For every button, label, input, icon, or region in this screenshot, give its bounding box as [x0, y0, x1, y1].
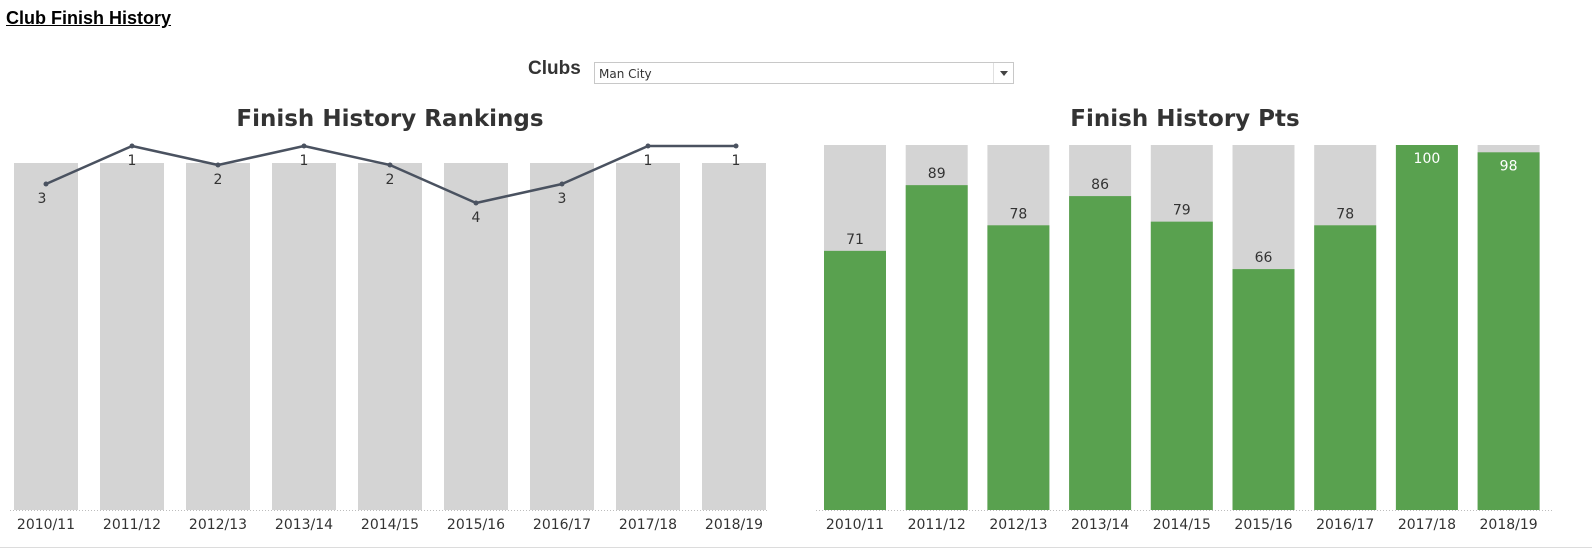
points-bar[interactable]: [905, 185, 968, 510]
rank-background-bar: [100, 163, 164, 510]
page-title: Club Finish History: [6, 8, 172, 28]
rank-background-bar: [358, 163, 422, 510]
rank-point[interactable]: [733, 143, 739, 149]
rank-data-label: 2: [214, 172, 223, 188]
rank-point[interactable]: [645, 143, 651, 149]
rank-background-bar: [186, 163, 250, 510]
clubs-filter-label: Clubs: [528, 58, 581, 79]
rank-data-label: 1: [644, 153, 653, 169]
points-data-label: 89: [928, 166, 946, 182]
rank-data-label: 1: [732, 153, 741, 169]
rank-point[interactable]: [43, 181, 49, 187]
rank-data-label: 4: [472, 210, 481, 226]
rank-background-bar: [444, 163, 508, 510]
rank-point[interactable]: [387, 162, 393, 168]
rank-background-bar: [702, 163, 766, 510]
points-bar[interactable]: [1232, 269, 1295, 510]
points-x-tick-label: 2016/17: [1316, 517, 1374, 533]
rank-x-tick-label: 2015/16: [447, 517, 505, 533]
rank-background-bar: [616, 163, 680, 510]
bottom-divider: [0, 547, 1592, 548]
points-data-label: 66: [1255, 250, 1273, 266]
points-data-label: 98: [1500, 158, 1518, 174]
rank-background-bar: [530, 163, 594, 510]
rank-point[interactable]: [301, 143, 307, 149]
rank-x-tick-label: 2018/19: [705, 517, 763, 533]
rank-data-label: 3: [558, 191, 567, 207]
points-bar[interactable]: [1477, 152, 1540, 511]
points-data-label: 79: [1173, 203, 1191, 219]
rank-background-bar: [272, 163, 336, 510]
points-bar[interactable]: [1395, 145, 1458, 510]
points-bar[interactable]: [1069, 196, 1132, 510]
points-bar[interactable]: [824, 250, 886, 510]
points-data-label: 71: [846, 232, 864, 248]
points-x-tick-label: 2015/16: [1234, 517, 1292, 533]
rank-data-label: 3: [38, 191, 47, 207]
points-bar[interactable]: [987, 225, 1050, 511]
rank-x-tick-label: 2016/17: [533, 517, 591, 533]
rank-data-label: 1: [128, 153, 137, 169]
rank-point[interactable]: [473, 200, 479, 206]
points-x-tick-label: 2014/15: [1153, 517, 1211, 533]
rank-data-label: 2: [386, 172, 395, 188]
points-x-tick-label: 2010/11: [826, 517, 884, 533]
points-data-label: 78: [1336, 206, 1354, 222]
clubs-dropdown-value: Man City: [599, 67, 652, 81]
rank-background-bar: [14, 163, 78, 510]
points-bar[interactable]: [1314, 225, 1377, 511]
rank-point[interactable]: [129, 143, 135, 149]
points-x-tick-label: 2011/12: [908, 517, 966, 533]
rank-x-tick-label: 2017/18: [619, 517, 677, 533]
points-x-tick-label: 2013/14: [1071, 517, 1129, 533]
points-chart-title: Finish History Pts: [1070, 106, 1300, 132]
rankings-chart-title: Finish History Rankings: [236, 106, 544, 132]
clubs-dropdown[interactable]: Man City: [594, 62, 1014, 84]
points-x-tick-label: 2012/13: [989, 517, 1047, 533]
points-data-label: 86: [1091, 177, 1109, 193]
points-x-tick-label: 2017/18: [1398, 517, 1456, 533]
rank-x-tick-label: 2010/11: [17, 517, 75, 533]
rank-point[interactable]: [215, 162, 221, 168]
rank-x-tick-label: 2012/13: [189, 517, 247, 533]
points-data-label: 78: [1009, 206, 1027, 222]
rank-x-tick-label: 2013/14: [275, 517, 333, 533]
points-x-tick-label: 2018/19: [1480, 517, 1538, 533]
rank-x-tick-label: 2014/15: [361, 517, 419, 533]
points-data-label: 100: [1414, 151, 1441, 167]
rank-point[interactable]: [559, 181, 565, 187]
rank-data-label: 1: [300, 153, 309, 169]
points-bar[interactable]: [1150, 221, 1213, 510]
chevron-down-icon[interactable]: [993, 63, 1013, 83]
rank-x-tick-label: 2011/12: [103, 517, 161, 533]
rankings-chart: 2010/11 2011/12 2012/13 2013/14 2014/15 2015/…: [10, 143, 768, 533]
